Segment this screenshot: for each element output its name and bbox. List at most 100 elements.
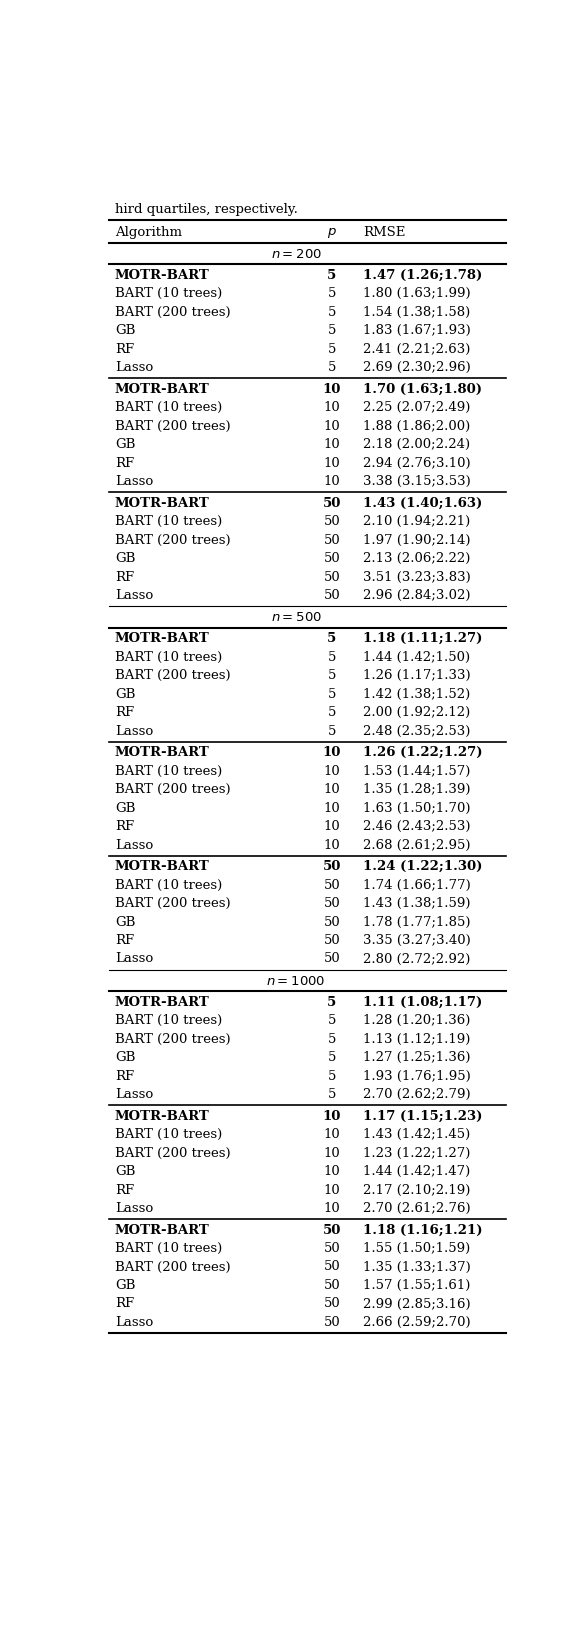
- Text: 10: 10: [324, 1203, 340, 1214]
- Text: MOTR-BART: MOTR-BART: [115, 1110, 210, 1123]
- Text: MOTR-BART: MOTR-BART: [115, 497, 210, 510]
- Text: GB: GB: [115, 1165, 135, 1178]
- Text: 1.35 (1.28;1.39): 1.35 (1.28;1.39): [363, 783, 470, 796]
- Text: BART (200 trees): BART (200 trees): [115, 669, 231, 682]
- Text: 5: 5: [328, 287, 336, 301]
- Text: 2.80 (2.72;2.92): 2.80 (2.72;2.92): [363, 953, 470, 965]
- Text: 50: 50: [324, 552, 340, 565]
- Text: 1.42 (1.38;1.52): 1.42 (1.38;1.52): [363, 687, 470, 700]
- Text: 5: 5: [328, 725, 336, 737]
- Text: 50: 50: [324, 879, 340, 892]
- Text: 1.26 (1.17;1.33): 1.26 (1.17;1.33): [363, 669, 470, 682]
- Text: 1.26 (1.22;1.27): 1.26 (1.22;1.27): [363, 747, 483, 760]
- Text: GB: GB: [115, 687, 135, 700]
- Text: BART (200 trees): BART (200 trees): [115, 306, 231, 319]
- Text: 1.13 (1.12;1.19): 1.13 (1.12;1.19): [363, 1032, 470, 1046]
- Text: 1.63 (1.50;1.70): 1.63 (1.50;1.70): [363, 801, 470, 814]
- Text: BART (200 trees): BART (200 trees): [115, 534, 231, 547]
- Text: 5: 5: [328, 687, 336, 700]
- Text: MOTR-BART: MOTR-BART: [115, 747, 210, 760]
- Text: 10: 10: [324, 783, 340, 796]
- Text: 10: 10: [324, 765, 340, 778]
- Text: 50: 50: [323, 861, 341, 874]
- Text: hird quartiles, respectively.: hird quartiles, respectively.: [115, 203, 298, 215]
- Text: 50: 50: [324, 534, 340, 547]
- Text: 5: 5: [328, 362, 336, 373]
- Text: BART (200 trees): BART (200 trees): [115, 420, 231, 433]
- Text: 2.13 (2.06;2.22): 2.13 (2.06;2.22): [363, 552, 470, 565]
- Text: $n = 200$: $n = 200$: [271, 248, 322, 261]
- Text: 50: 50: [324, 953, 340, 965]
- Text: 50: 50: [324, 1242, 340, 1256]
- Text: 50: 50: [324, 590, 340, 601]
- Text: 3.38 (3.15;3.53): 3.38 (3.15;3.53): [363, 476, 470, 487]
- Text: 50: 50: [323, 1224, 341, 1237]
- Text: 5: 5: [328, 1051, 336, 1064]
- Text: 10: 10: [323, 747, 341, 760]
- Text: 2.70 (2.62;2.79): 2.70 (2.62;2.79): [363, 1089, 470, 1100]
- Text: 10: 10: [324, 839, 340, 851]
- Text: 1.70 (1.63;1.80): 1.70 (1.63;1.80): [363, 383, 482, 396]
- Text: 1.11 (1.08;1.17): 1.11 (1.08;1.17): [363, 996, 482, 1009]
- Text: 2.17 (2.10;2.19): 2.17 (2.10;2.19): [363, 1183, 470, 1196]
- Text: 1.43 (1.38;1.59): 1.43 (1.38;1.59): [363, 897, 470, 910]
- Text: 10: 10: [324, 401, 340, 415]
- Text: MOTR-BART: MOTR-BART: [115, 861, 210, 874]
- Text: 1.55 (1.50;1.59): 1.55 (1.50;1.59): [363, 1242, 470, 1256]
- Text: 1.93 (1.76;1.95): 1.93 (1.76;1.95): [363, 1069, 470, 1082]
- Text: 1.28 (1.20;1.36): 1.28 (1.20;1.36): [363, 1014, 470, 1028]
- Text: 1.17 (1.15;1.23): 1.17 (1.15;1.23): [363, 1110, 482, 1123]
- Text: Lasso: Lasso: [115, 1089, 153, 1100]
- Text: 1.23 (1.22;1.27): 1.23 (1.22;1.27): [363, 1146, 470, 1160]
- Text: 1.24 (1.22;1.30): 1.24 (1.22;1.30): [363, 861, 482, 874]
- Text: 1.88 (1.86;2.00): 1.88 (1.86;2.00): [363, 420, 470, 433]
- Text: 10: 10: [324, 819, 340, 833]
- Text: MOTR-BART: MOTR-BART: [115, 633, 210, 646]
- Text: 1.54 (1.38;1.58): 1.54 (1.38;1.58): [363, 306, 470, 319]
- Text: BART (10 trees): BART (10 trees): [115, 879, 222, 892]
- Text: 5: 5: [328, 669, 336, 682]
- Text: 1.35 (1.33;1.37): 1.35 (1.33;1.37): [363, 1260, 470, 1274]
- Text: 2.68 (2.61;2.95): 2.68 (2.61;2.95): [363, 839, 470, 851]
- Text: GB: GB: [115, 1051, 135, 1064]
- Text: BART (10 trees): BART (10 trees): [115, 765, 222, 778]
- Text: BART (10 trees): BART (10 trees): [115, 1242, 222, 1256]
- Text: RF: RF: [115, 819, 134, 833]
- Text: RF: RF: [115, 570, 134, 583]
- Text: 50: 50: [324, 1297, 340, 1310]
- Text: 1.57 (1.55;1.61): 1.57 (1.55;1.61): [363, 1279, 470, 1292]
- Text: 50: 50: [324, 570, 340, 583]
- Text: Lasso: Lasso: [115, 953, 153, 965]
- Text: $n = 1000$: $n = 1000$: [266, 975, 326, 988]
- Text: RF: RF: [115, 456, 134, 469]
- Text: 5: 5: [328, 1014, 336, 1028]
- Text: 3.51 (3.23;3.83): 3.51 (3.23;3.83): [363, 570, 470, 583]
- Text: BART (200 trees): BART (200 trees): [115, 1146, 231, 1160]
- Text: RF: RF: [115, 1297, 134, 1310]
- Text: 50: 50: [323, 497, 341, 510]
- Text: 1.74 (1.66;1.77): 1.74 (1.66;1.77): [363, 879, 470, 892]
- Text: RMSE: RMSE: [363, 226, 405, 240]
- Text: 1.53 (1.44;1.57): 1.53 (1.44;1.57): [363, 765, 470, 778]
- Text: 5: 5: [328, 306, 336, 319]
- Text: 2.10 (1.94;2.21): 2.10 (1.94;2.21): [363, 515, 470, 529]
- Text: 10: 10: [324, 1146, 340, 1160]
- Text: 1.27 (1.25;1.36): 1.27 (1.25;1.36): [363, 1051, 470, 1064]
- Text: 10: 10: [324, 438, 340, 451]
- Text: Lasso: Lasso: [115, 1317, 153, 1328]
- Text: BART (10 trees): BART (10 trees): [115, 515, 222, 529]
- Text: Lasso: Lasso: [115, 362, 153, 373]
- Text: GB: GB: [115, 915, 135, 928]
- Text: 2.70 (2.61;2.76): 2.70 (2.61;2.76): [363, 1203, 470, 1214]
- Text: Lasso: Lasso: [115, 725, 153, 737]
- Text: BART (200 trees): BART (200 trees): [115, 1260, 231, 1274]
- Text: 50: 50: [324, 1260, 340, 1274]
- Text: 2.46 (2.43;2.53): 2.46 (2.43;2.53): [363, 819, 470, 833]
- Text: 1.97 (1.90;2.14): 1.97 (1.90;2.14): [363, 534, 470, 547]
- Text: 10: 10: [324, 1165, 340, 1178]
- Text: 50: 50: [324, 1317, 340, 1328]
- Text: 2.99 (2.85;3.16): 2.99 (2.85;3.16): [363, 1297, 470, 1310]
- Text: 1.78 (1.77;1.85): 1.78 (1.77;1.85): [363, 915, 470, 928]
- Text: 1.43 (1.40;1.63): 1.43 (1.40;1.63): [363, 497, 482, 510]
- Text: 2.96 (2.84;3.02): 2.96 (2.84;3.02): [363, 590, 470, 601]
